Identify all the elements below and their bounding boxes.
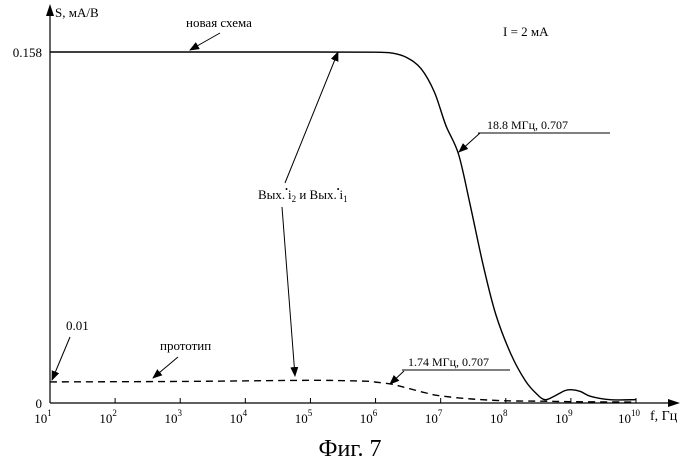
point-001-leader — [52, 337, 70, 380]
x-tick-label: 103 — [164, 408, 182, 426]
outputs-label: Вых.•i2 и Вых.•i1 — [258, 185, 348, 204]
new-scheme-leader — [190, 33, 220, 50]
x-tick-label: 109 — [555, 408, 573, 426]
x-axis-label: f, Гц — [650, 409, 678, 424]
y-axis-label: S, мА/В — [55, 5, 99, 20]
y-tick-label: 0 — [36, 396, 43, 411]
condition-label: I = 2 мА — [503, 24, 549, 39]
x-tick-label: 107 — [425, 408, 443, 426]
point-001-label: 0.01 — [66, 318, 89, 333]
y-ticks: 0 0.158 — [13, 45, 55, 411]
x-tick-label: 102 — [99, 408, 117, 426]
point-high-leader — [459, 133, 480, 152]
prototype-leader — [153, 357, 178, 378]
x-tick-label: 104 — [230, 408, 248, 426]
outputs-and: и Вых. — [296, 187, 337, 202]
sensitivity-frequency-chart: 1011021031041051061071081091010 00.158 S… — [0, 0, 700, 440]
point-low-label: 1.74 МГц, 0.707 — [408, 355, 489, 369]
x-tick-label: 1010 — [618, 408, 641, 426]
outputs-prefix: Вых. — [258, 187, 285, 202]
new-scheme-label: новая схема — [186, 15, 252, 30]
x-axis-arrow — [668, 399, 680, 407]
point-low-leader — [390, 371, 404, 384]
series-new-scheme-line — [50, 52, 636, 400]
y-axis-arrow — [46, 4, 54, 16]
y-tick-label: 0.158 — [13, 45, 42, 60]
point-high-label: 18.8 МГц, 0.707 — [487, 118, 568, 132]
x-tick-label: 105 — [295, 408, 313, 426]
outputs-leader-top — [285, 52, 338, 183]
x-ticks: 1011021031041051061071081091010 — [34, 398, 640, 426]
series-layer — [50, 52, 636, 402]
x-tick-label: 106 — [360, 408, 378, 426]
outputs-sub-1: 1 — [343, 194, 348, 204]
figure-caption: Фиг. 7 — [0, 436, 700, 463]
x-tick-label: 108 — [490, 408, 508, 426]
prototype-label: прототип — [160, 338, 211, 353]
outputs-leader-bottom — [282, 207, 295, 376]
